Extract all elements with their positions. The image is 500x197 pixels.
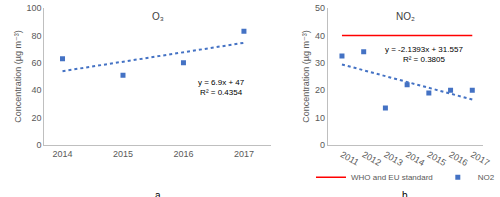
svg-text:y = -2.1393x + 31.557R² = 0.38: y = -2.1393x + 31.557R² = 0.3805 bbox=[385, 45, 463, 64]
svg-text:Concentration (µg m⁻³): Concentration (µg m⁻³) bbox=[301, 30, 311, 122]
svg-text:NO2: NO2 bbox=[478, 173, 495, 182]
svg-text:2017: 2017 bbox=[234, 149, 254, 159]
svg-text:100: 100 bbox=[27, 3, 42, 13]
svg-text:2015: 2015 bbox=[113, 149, 133, 159]
svg-text:2016: 2016 bbox=[447, 149, 469, 168]
svg-text:0: 0 bbox=[37, 140, 42, 150]
svg-text:40: 40 bbox=[315, 31, 325, 41]
svg-text:30: 30 bbox=[315, 58, 325, 68]
svg-text:NO₂: NO₂ bbox=[396, 11, 415, 22]
svg-text:2017: 2017 bbox=[469, 149, 491, 168]
svg-text:WHO and EU standard: WHO and EU standard bbox=[351, 173, 433, 182]
svg-text:2015: 2015 bbox=[426, 149, 448, 168]
svg-text:2013: 2013 bbox=[382, 149, 404, 168]
svg-text:80: 80 bbox=[32, 31, 42, 41]
svg-text:2014: 2014 bbox=[404, 149, 426, 168]
svg-text:Concentration (µg m⁻³): Concentration (µg m⁻³) bbox=[13, 30, 23, 122]
svg-text:2012: 2012 bbox=[360, 149, 382, 168]
svg-text:20: 20 bbox=[315, 85, 325, 95]
svg-text:10: 10 bbox=[315, 113, 325, 123]
svg-text:2016: 2016 bbox=[173, 149, 193, 159]
svg-text:20: 20 bbox=[32, 113, 42, 123]
svg-text:2011: 2011 bbox=[339, 149, 361, 167]
svg-text:b: b bbox=[402, 190, 408, 197]
svg-text:O₃: O₃ bbox=[152, 11, 164, 22]
svg-text:y = 6.9x + 47R² = 0.4354: y = 6.9x + 47R² = 0.4354 bbox=[198, 78, 245, 97]
svg-text:50: 50 bbox=[315, 3, 325, 13]
svg-text:40: 40 bbox=[32, 85, 42, 95]
svg-text:60: 60 bbox=[32, 58, 42, 68]
svg-text:2014: 2014 bbox=[52, 149, 72, 159]
svg-text:a: a bbox=[155, 190, 161, 197]
svg-text:0: 0 bbox=[320, 140, 325, 150]
